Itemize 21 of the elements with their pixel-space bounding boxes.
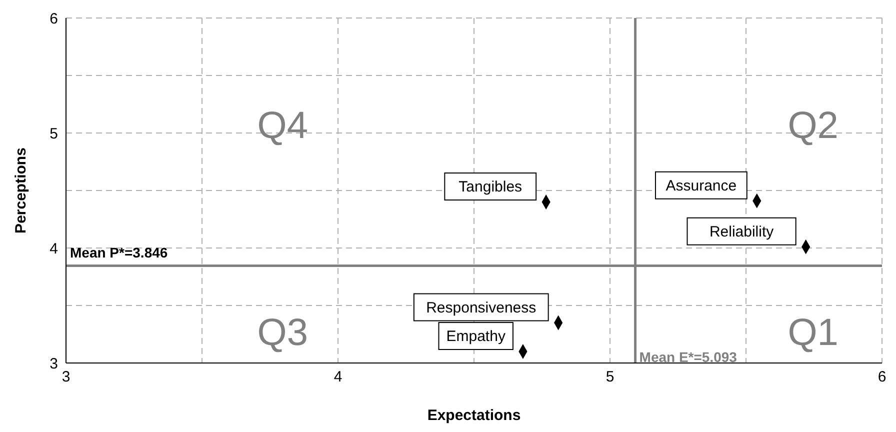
x-tick-label: 3	[62, 368, 70, 386]
annotation: Q1	[788, 312, 838, 354]
ref-line-label: Mean P*=3.846	[70, 244, 168, 261]
annotation: Responsiveness	[426, 299, 536, 316]
x-tick-label: 5	[606, 368, 614, 386]
x-tick-label: 6	[878, 368, 886, 386]
annotation: Assurance	[666, 177, 737, 194]
y-axis-title: Perceptions	[12, 148, 30, 234]
y-tick-label: 6	[50, 10, 58, 28]
x-axis-title: Expectations	[427, 407, 521, 424]
annotation: Q2	[788, 105, 838, 148]
ref-line-label: Mean E*=5.093	[639, 349, 738, 365]
y-tick-label: 4	[50, 240, 58, 258]
y-tick-label: 5	[50, 125, 58, 142]
annotation: Empathy	[446, 328, 506, 345]
annotation: Q4	[257, 105, 308, 148]
annotation: Tangibles	[458, 178, 522, 196]
annotation: Reliability	[709, 223, 774, 240]
annotation: Q3	[257, 312, 308, 354]
y-tick-label: 3	[50, 355, 58, 372]
x-tick-label: 4	[334, 368, 342, 386]
